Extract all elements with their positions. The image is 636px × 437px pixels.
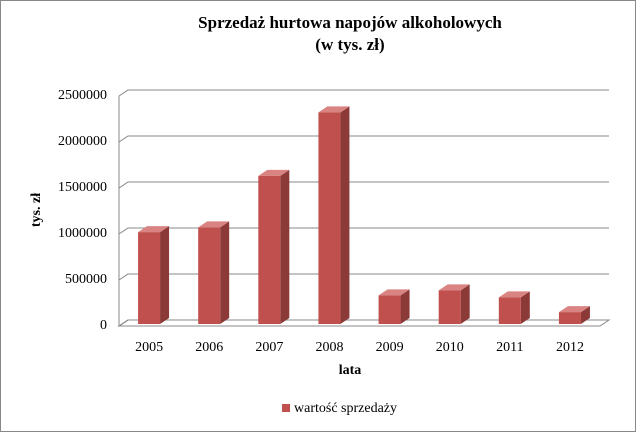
bar-side xyxy=(220,221,230,324)
bar-side xyxy=(160,226,170,324)
y-tick-label: 2500000 xyxy=(58,88,107,103)
bar xyxy=(138,226,170,324)
x-tick-label: 2007 xyxy=(255,340,283,355)
bar-top xyxy=(318,106,350,113)
bar-side xyxy=(580,306,590,324)
chart-subtitle: (w tys. zł) xyxy=(315,35,384,54)
y-axis-label: tys. zł xyxy=(29,193,44,227)
bar xyxy=(558,306,590,324)
legend-label: wartość sprzedaży xyxy=(294,401,397,416)
bar-side xyxy=(460,284,470,324)
bar xyxy=(378,289,410,324)
bar-front xyxy=(378,295,401,324)
bar-side xyxy=(520,291,530,324)
chart-title: Sprzedaż hurtowa napojów alkoholowych xyxy=(198,13,502,32)
bar-top xyxy=(198,221,230,228)
bar-front xyxy=(438,290,461,324)
bar-top xyxy=(558,306,590,313)
bar xyxy=(258,169,290,324)
y-tick-label: 1500000 xyxy=(58,180,107,195)
x-tick-label: 2006 xyxy=(195,340,223,355)
x-tick-label: 2005 xyxy=(135,340,163,355)
bar-side xyxy=(340,106,350,325)
bar-top xyxy=(498,291,530,298)
x-axis-label: lata xyxy=(339,363,362,378)
bar-side xyxy=(400,289,410,324)
bar-top xyxy=(378,289,410,296)
bar-side xyxy=(280,169,290,324)
y-tick-label: 500000 xyxy=(65,272,107,287)
bar-top xyxy=(138,226,170,233)
x-tick-label: 2012 xyxy=(556,340,584,355)
x-tick-label: 2010 xyxy=(436,340,464,355)
grid-line xyxy=(118,227,609,235)
bar-front xyxy=(138,232,161,324)
grid-line xyxy=(118,181,609,189)
grid-line xyxy=(118,135,609,143)
x-tick-label: 2011 xyxy=(496,340,523,355)
bar xyxy=(498,291,530,324)
bar-front xyxy=(498,297,521,324)
y-tick-label: 0 xyxy=(100,318,107,333)
x-tick-label: 2008 xyxy=(315,340,343,355)
bar xyxy=(318,106,350,325)
grid-line xyxy=(118,89,609,97)
bar-front xyxy=(198,227,221,324)
bar-front xyxy=(258,175,281,324)
bar-top xyxy=(258,169,290,176)
y-tick-label: 2000000 xyxy=(58,134,107,149)
bar xyxy=(438,284,470,324)
grid-line xyxy=(118,273,609,281)
bar-top xyxy=(438,284,470,291)
bar-front xyxy=(558,312,581,324)
x-tick-label: 2009 xyxy=(376,340,404,355)
bar-front xyxy=(318,112,341,325)
legend-swatch xyxy=(282,404,290,412)
bar xyxy=(198,221,230,324)
y-tick-label: 1000000 xyxy=(58,226,107,241)
